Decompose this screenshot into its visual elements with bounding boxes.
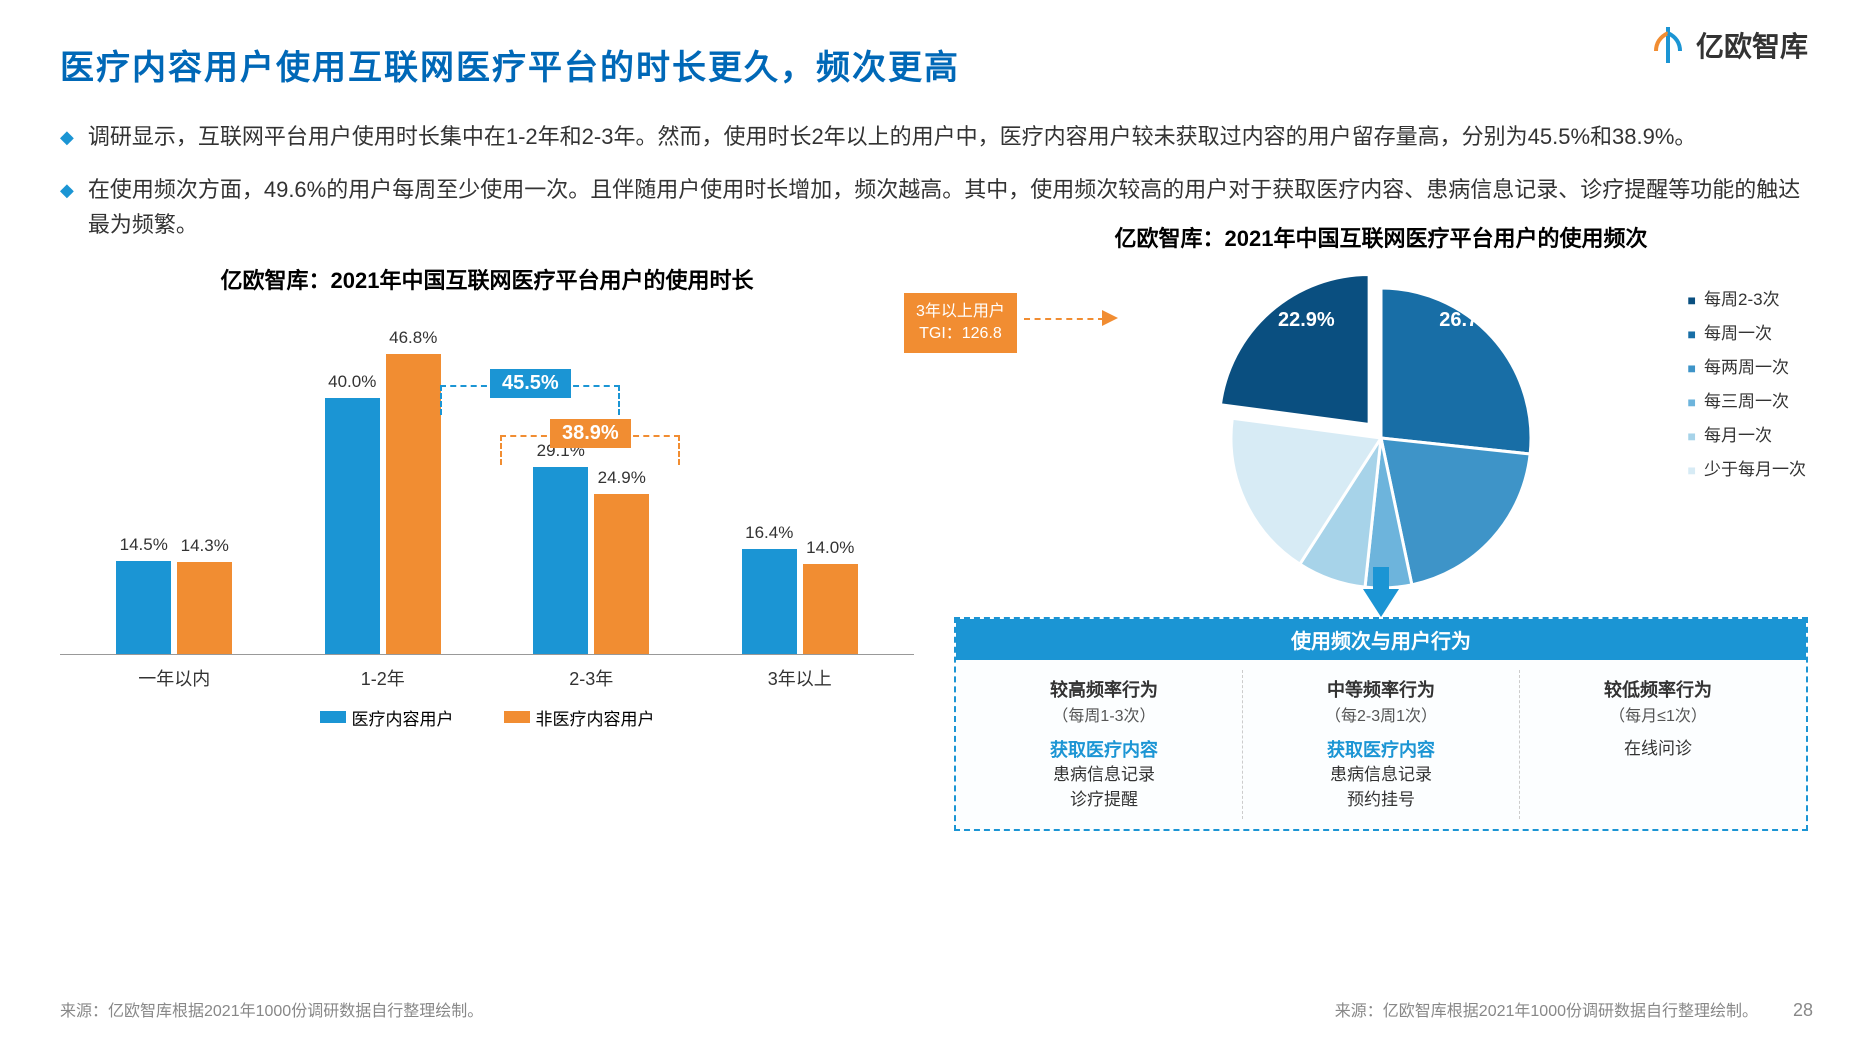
- source-right: 来源：亿欧智库根据2021年1000份调研数据自行整理绘制。: [1335, 997, 1758, 1021]
- bar-s1-0: 14.5%: [116, 561, 171, 654]
- pie-callout: 3年以上用户 TGI：126.8: [904, 293, 1017, 354]
- behavior-col-0: 较高频率行为（每周1-3次）获取医疗内容患病信息记录诊疗提醒: [966, 670, 1242, 819]
- bar-legend-1: 非医疗内容用户: [504, 705, 655, 730]
- logo: 亿欧智库: [1648, 25, 1808, 65]
- xlabel-2: 2-3年: [516, 665, 666, 691]
- xlabel-3: 3年以上: [725, 665, 875, 691]
- pie-legend-item-3: 每三周一次: [1688, 385, 1806, 419]
- pie-chart-panel: 亿欧智库：2021年中国互联网医疗平台用户的使用频次 3年以上用户 TGI：12…: [954, 263, 1808, 793]
- bar-s2-2: 24.9%: [594, 494, 649, 653]
- bar-s1-2: 29.1%: [533, 467, 588, 653]
- pie-legend-item-2: 每两周一次: [1688, 351, 1806, 385]
- callout-arrow-head: [1102, 310, 1118, 326]
- pie-legend-item-5: 少于每月一次: [1688, 453, 1806, 487]
- pie-legend: 每周2-3次每周一次每两周一次每三周一次每月一次少于每月一次: [1688, 283, 1806, 487]
- behavior-table: 使用频次与用户行为 较高频率行为（每周1-3次）获取医疗内容患病信息记录诊疗提醒…: [954, 617, 1808, 831]
- callout-arrow-line: [1024, 318, 1104, 320]
- arrow-down-icon: [1363, 589, 1399, 617]
- xlabel-0: 一年以内: [99, 665, 249, 691]
- pie-slice-0: [1220, 274, 1369, 424]
- pie-chart-title: 亿欧智库：2021年中国互联网医疗平台用户的使用频次: [954, 221, 1808, 253]
- page-title: 医疗内容用户使用互联网医疗平台的时长更久，频次更高: [60, 40, 1808, 89]
- pie-chart: 22.9% 26.7% 每周2-3次每周一次每两周一次每三周一次每月一次少于每月…: [1216, 273, 1546, 603]
- bar-s1-1: 40.0%: [325, 398, 380, 654]
- xlabel-1: 1-2年: [308, 665, 458, 691]
- arrow-stem: [1373, 567, 1389, 591]
- logo-text: 亿欧智库: [1696, 25, 1808, 65]
- source-left: 来源：亿欧智库根据2021年1000份调研数据自行整理绘制。: [60, 997, 483, 1021]
- bar-chart-title: 亿欧智库：2021年中国互联网医疗平台用户的使用时长: [60, 263, 914, 295]
- bullet-1: 调研显示，互联网平台用户使用时长集中在1-2年和2-3年。然而，使用时长2年以上…: [60, 119, 1808, 154]
- behavior-col-2: 较低频率行为（每月≤1次）在线问诊: [1519, 670, 1796, 819]
- behavior-col-1: 中等频率行为（每2-3周1次）获取医疗内容患病信息记录预约挂号: [1242, 670, 1519, 819]
- behavior-head: 使用频次与用户行为: [956, 619, 1806, 660]
- pie-label-2: 26.7%: [1439, 309, 1496, 332]
- pie-label-1: 22.9%: [1278, 309, 1335, 332]
- bar-legend-0: 医疗内容用户: [320, 705, 454, 730]
- bracket-label: 38.9%: [550, 419, 631, 448]
- bracket-label: 45.5%: [490, 369, 571, 398]
- bar-s2-1: 46.8%: [386, 354, 441, 654]
- bar-s1-3: 16.4%: [742, 549, 797, 654]
- pie-legend-item-0: 每周2-3次: [1688, 283, 1806, 317]
- logo-icon: [1648, 25, 1688, 65]
- bar-s2-3: 14.0%: [803, 564, 858, 654]
- bar-s2-0: 14.3%: [177, 562, 232, 654]
- pie-legend-item-1: 每周一次: [1688, 317, 1806, 351]
- bar-chart: 亿欧智库：2021年中国互联网医疗平台用户的使用时长 14.5%14.3% 40.…: [60, 263, 914, 793]
- page-number: 28: [1793, 1000, 1813, 1021]
- pie-legend-item-4: 每月一次: [1688, 419, 1806, 453]
